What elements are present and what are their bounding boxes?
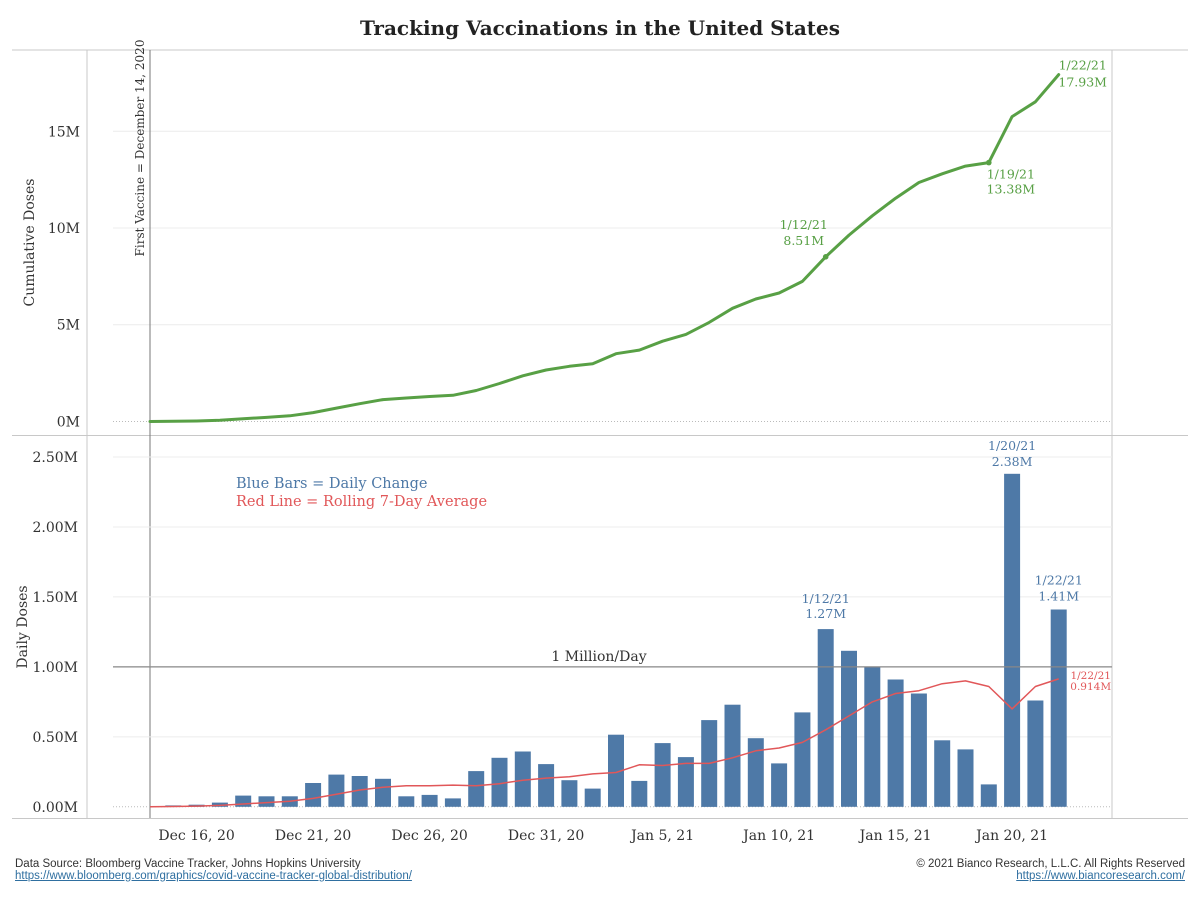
footer-copyright: © 2021 Bianco Research, L.L.C. All Right… [916,858,1185,882]
daily-doses-bar [305,783,322,807]
daily-doses-bar [1027,700,1044,807]
cumulative-marker [822,254,829,260]
source-text: Data Source: Bloomberg Vaccine Tracker, … [15,858,361,870]
daily-doses-bar [398,796,415,807]
x-tick-label: Jan 15, 21 [858,828,932,844]
daily-doses-bar [817,629,834,807]
x-tick-label: Dec 21, 20 [275,828,351,844]
cumulative-annotation-value: 13.38M [987,182,1036,197]
footer-source: Data Source: Bloomberg Vaccine Tracker, … [15,858,412,882]
daily-doses-bar [444,798,461,807]
cumulative-doses-line [148,73,1061,423]
first-vaccine-label: First Vaccine = December 14, 2020 [133,40,147,257]
daily-annotation-date: 1/22/21 [1070,670,1110,682]
legend-red-text: Red Line = Rolling 7-Day Average [236,494,487,510]
daily-doses-bar [654,743,671,807]
x-tick-label: Dec 16, 20 [158,828,234,844]
top-y-tick-label: 0M [57,414,80,430]
daily-doses-bar [1050,609,1067,807]
daily-doses-bar [934,740,951,807]
daily-doses-bar [375,778,391,807]
daily-doses-bar [328,774,345,807]
daily-doses-bar [584,788,601,807]
x-tick-label: Dec 31, 20 [508,828,584,844]
daily-doses-bar [957,749,974,807]
x-tick-label: Jan 20, 21 [974,828,1048,844]
daily-annotation-date: 1/22/21 [1035,573,1083,588]
daily-annotation-date: 1/12/21 [802,591,850,606]
daily-doses-bar [351,776,368,807]
daily-doses-bar [724,704,741,807]
chart-title: Tracking Vaccinations in the United Stat… [360,16,840,40]
daily-doses-bar [794,712,811,807]
cumulative-annotation-date: 1/19/21 [987,167,1035,182]
cumulative-annotation-value: 17.93M [1058,75,1107,90]
daily-doses-bar [864,666,881,807]
daily-doses-bar [468,771,485,807]
daily-doses-bar [887,679,904,807]
top-y-tick-label: 10M [48,221,80,237]
daily-doses-bar [235,795,252,807]
site-link[interactable]: https://www.biancoresearch.com/ [1016,870,1185,882]
legend-blue-text: Blue Bars = Daily Change [236,476,428,492]
bottom-y-tick-label: 0.50M [32,730,78,746]
top-y-axis-label: Cumulative Doses [22,179,38,307]
daily-annotation-date: 1/20/21 [988,438,1036,453]
rolling-average-line [149,678,1059,808]
daily-doses-bar [910,693,927,807]
daily-doses-bar [514,751,531,807]
bottom-y-axis-label: Daily Doses [15,585,31,668]
copyright-text: © 2021 Bianco Research, L.L.C. All Right… [916,858,1185,870]
daily-doses-bar [771,763,788,807]
bottom-y-tick-label: 2.50M [32,450,78,466]
bottom-y-tick-label: 2.00M [32,520,78,536]
source-link[interactable]: https://www.bloomberg.com/graphics/covid… [15,870,412,882]
daily-doses-bar [608,734,624,807]
daily-doses-bar [561,780,578,807]
daily-doses-bar [841,650,857,807]
daily-doses-bar [747,738,764,807]
daily-annotation-value: 0.914M [1070,681,1111,693]
bottom-y-tick-label: 1.50M [32,590,78,606]
daily-doses-bar [421,794,438,807]
daily-annotation-value: 1.41M [1038,589,1079,604]
daily-doses-bar [491,757,508,807]
x-tick-label: Jan 5, 21 [629,828,694,844]
top-y-tick-label: 5M [57,318,80,334]
daily-annotation-value: 1.27M [805,606,846,621]
daily-doses-bar [258,796,275,807]
cumulative-annotation-date: 1/22/21 [1059,58,1107,73]
cumulative-marker [986,159,992,166]
daily-doses-bar [538,764,555,807]
x-tick-label: Dec 26, 20 [391,828,467,844]
cumulative-annotation-value: 8.51M [783,233,824,248]
one-million-label: 1 Million/Day [551,649,646,665]
daily-doses-bar [631,780,648,807]
bottom-y-tick-label: 1.00M [32,660,78,676]
cumulative-annotation-date: 1/12/21 [780,217,828,232]
daily-doses-bar [1004,473,1021,807]
daily-doses-bar [677,757,694,807]
daily-doses-bar [980,784,997,807]
x-tick-label: Jan 10, 21 [741,828,815,844]
top-y-tick-label: 15M [48,124,80,140]
daily-annotation-value: 2.38M [992,454,1033,469]
bottom-y-tick-label: 0.00M [32,800,78,816]
